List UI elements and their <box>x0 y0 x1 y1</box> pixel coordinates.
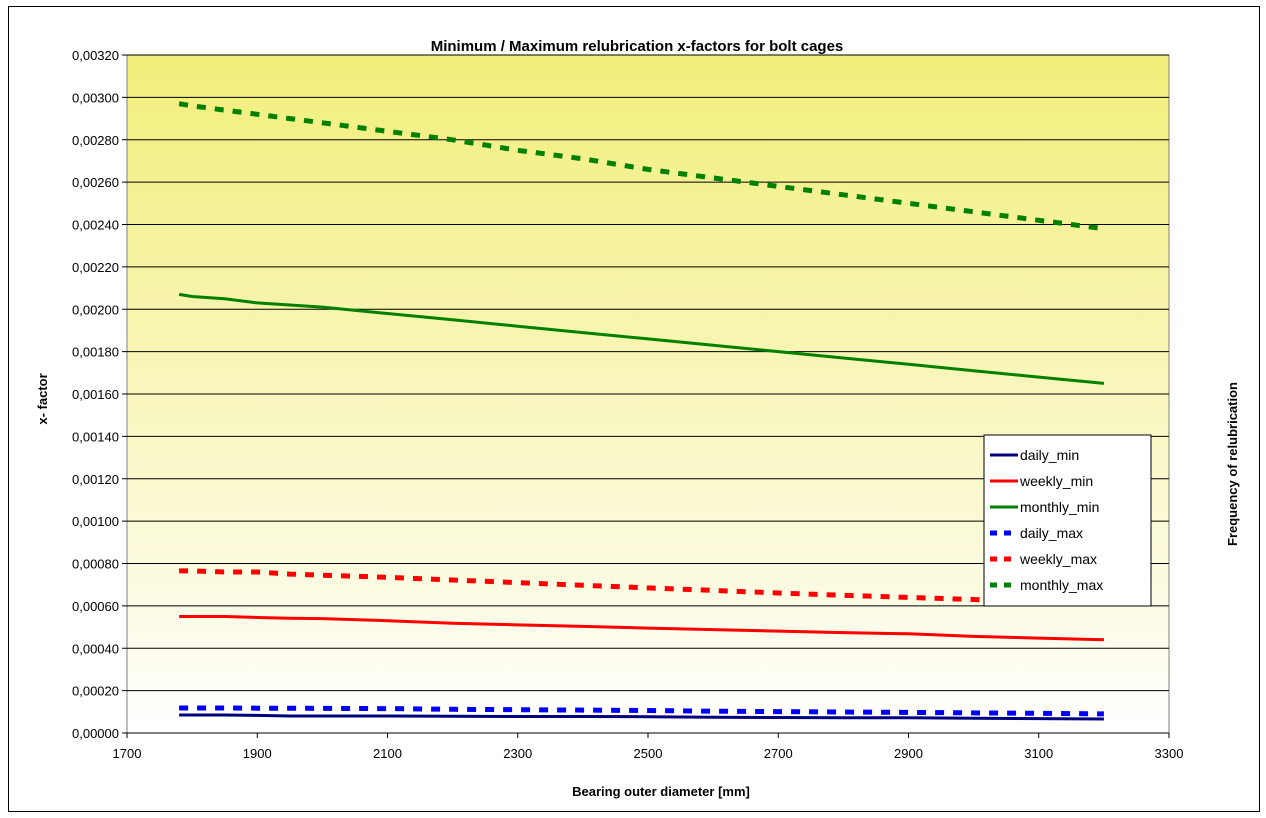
series-line-monthly-max <box>178 101 1105 232</box>
y-axis-ticks: 0,00000 0,00020 0,00040 0,00060 0,00080 0,001… <box>72 48 127 741</box>
y-tick-label: 0,00020 <box>72 684 119 699</box>
y-tick-label: 0,00160 <box>72 387 119 402</box>
x-tick-label: 2500 <box>634 746 663 761</box>
legend-box <box>983 434 1152 607</box>
legend: daily_min weekly_min monthly_min daily_maxw… <box>983 434 1152 607</box>
legend-label-daily-max: daily_max <box>1020 525 1083 541</box>
series-line-daily-max <box>179 705 1104 717</box>
y-tick-label: 0,00120 <box>72 472 119 487</box>
y-tick-label: 0,00100 <box>72 514 119 529</box>
chart-title: Minimum / Maximum relubrication x-factor… <box>431 38 844 55</box>
series-line-weekly-min <box>179 615 1104 642</box>
y-tick-label: 0,00260 <box>72 175 119 190</box>
series-line-weekly-max <box>179 568 1104 607</box>
y-tick-label: 0,00000 <box>72 726 119 741</box>
x-tick-label: 2900 <box>894 746 923 761</box>
y-tick-label: 0,00140 <box>72 429 119 444</box>
line-chart: Minimum / Maximum relubrication x-factor… <box>35 38 1240 799</box>
x-tick-label: 2100 <box>373 746 402 761</box>
series-line-monthly-min <box>178 292 1105 385</box>
frequency-axis-label: Frequency of relubrication <box>1225 382 1240 546</box>
y-tick-label: 0,00320 <box>72 48 119 63</box>
x-tick-label: 3100 <box>1024 746 1053 761</box>
y-tick-label: 0,00220 <box>72 260 119 275</box>
y-axis-label: x- factor <box>35 373 50 424</box>
y-tick-label: 0,00240 <box>72 218 119 233</box>
chart-frame: Minimum / Maximum relubrication x-factor… <box>8 6 1260 812</box>
legend-label-weekly-min: weekly_min <box>1019 473 1093 489</box>
y-tick-label: 0,00200 <box>72 302 119 317</box>
legend-label-monthly-min: monthly_min <box>1020 499 1099 515</box>
legend-label-weekly-max: weekly_max <box>1019 551 1097 567</box>
x-tick-label: 2300 <box>503 746 532 761</box>
y-tick-label: 0,00080 <box>72 557 119 572</box>
x-tick-label: 3300 <box>1155 746 1184 761</box>
y-tick-label: 0,00040 <box>72 641 119 656</box>
x-tick-label: 2700 <box>764 746 793 761</box>
series-lines <box>178 101 1105 721</box>
x-tick-label: 1900 <box>243 746 272 761</box>
y-tick-label: 0,00280 <box>72 133 119 148</box>
y-tick-label: 0,00300 <box>72 90 119 105</box>
y-tick-label: 0,00180 <box>72 345 119 360</box>
series-line-daily-min <box>179 713 1104 721</box>
x-tick-label: 1700 <box>113 746 142 761</box>
x-axis-label: Bearing outer diameter [mm] <box>572 784 750 799</box>
legend-label-monthly-max: monthly_max <box>1020 577 1103 593</box>
y-tick-label: 0,00060 <box>72 599 119 614</box>
legend-label-daily-min: daily_min <box>1020 447 1079 463</box>
x-axis-ticks: 1700 1900 2100 2300 2500 2700 2900 3100 3300 <box>113 733 1184 761</box>
